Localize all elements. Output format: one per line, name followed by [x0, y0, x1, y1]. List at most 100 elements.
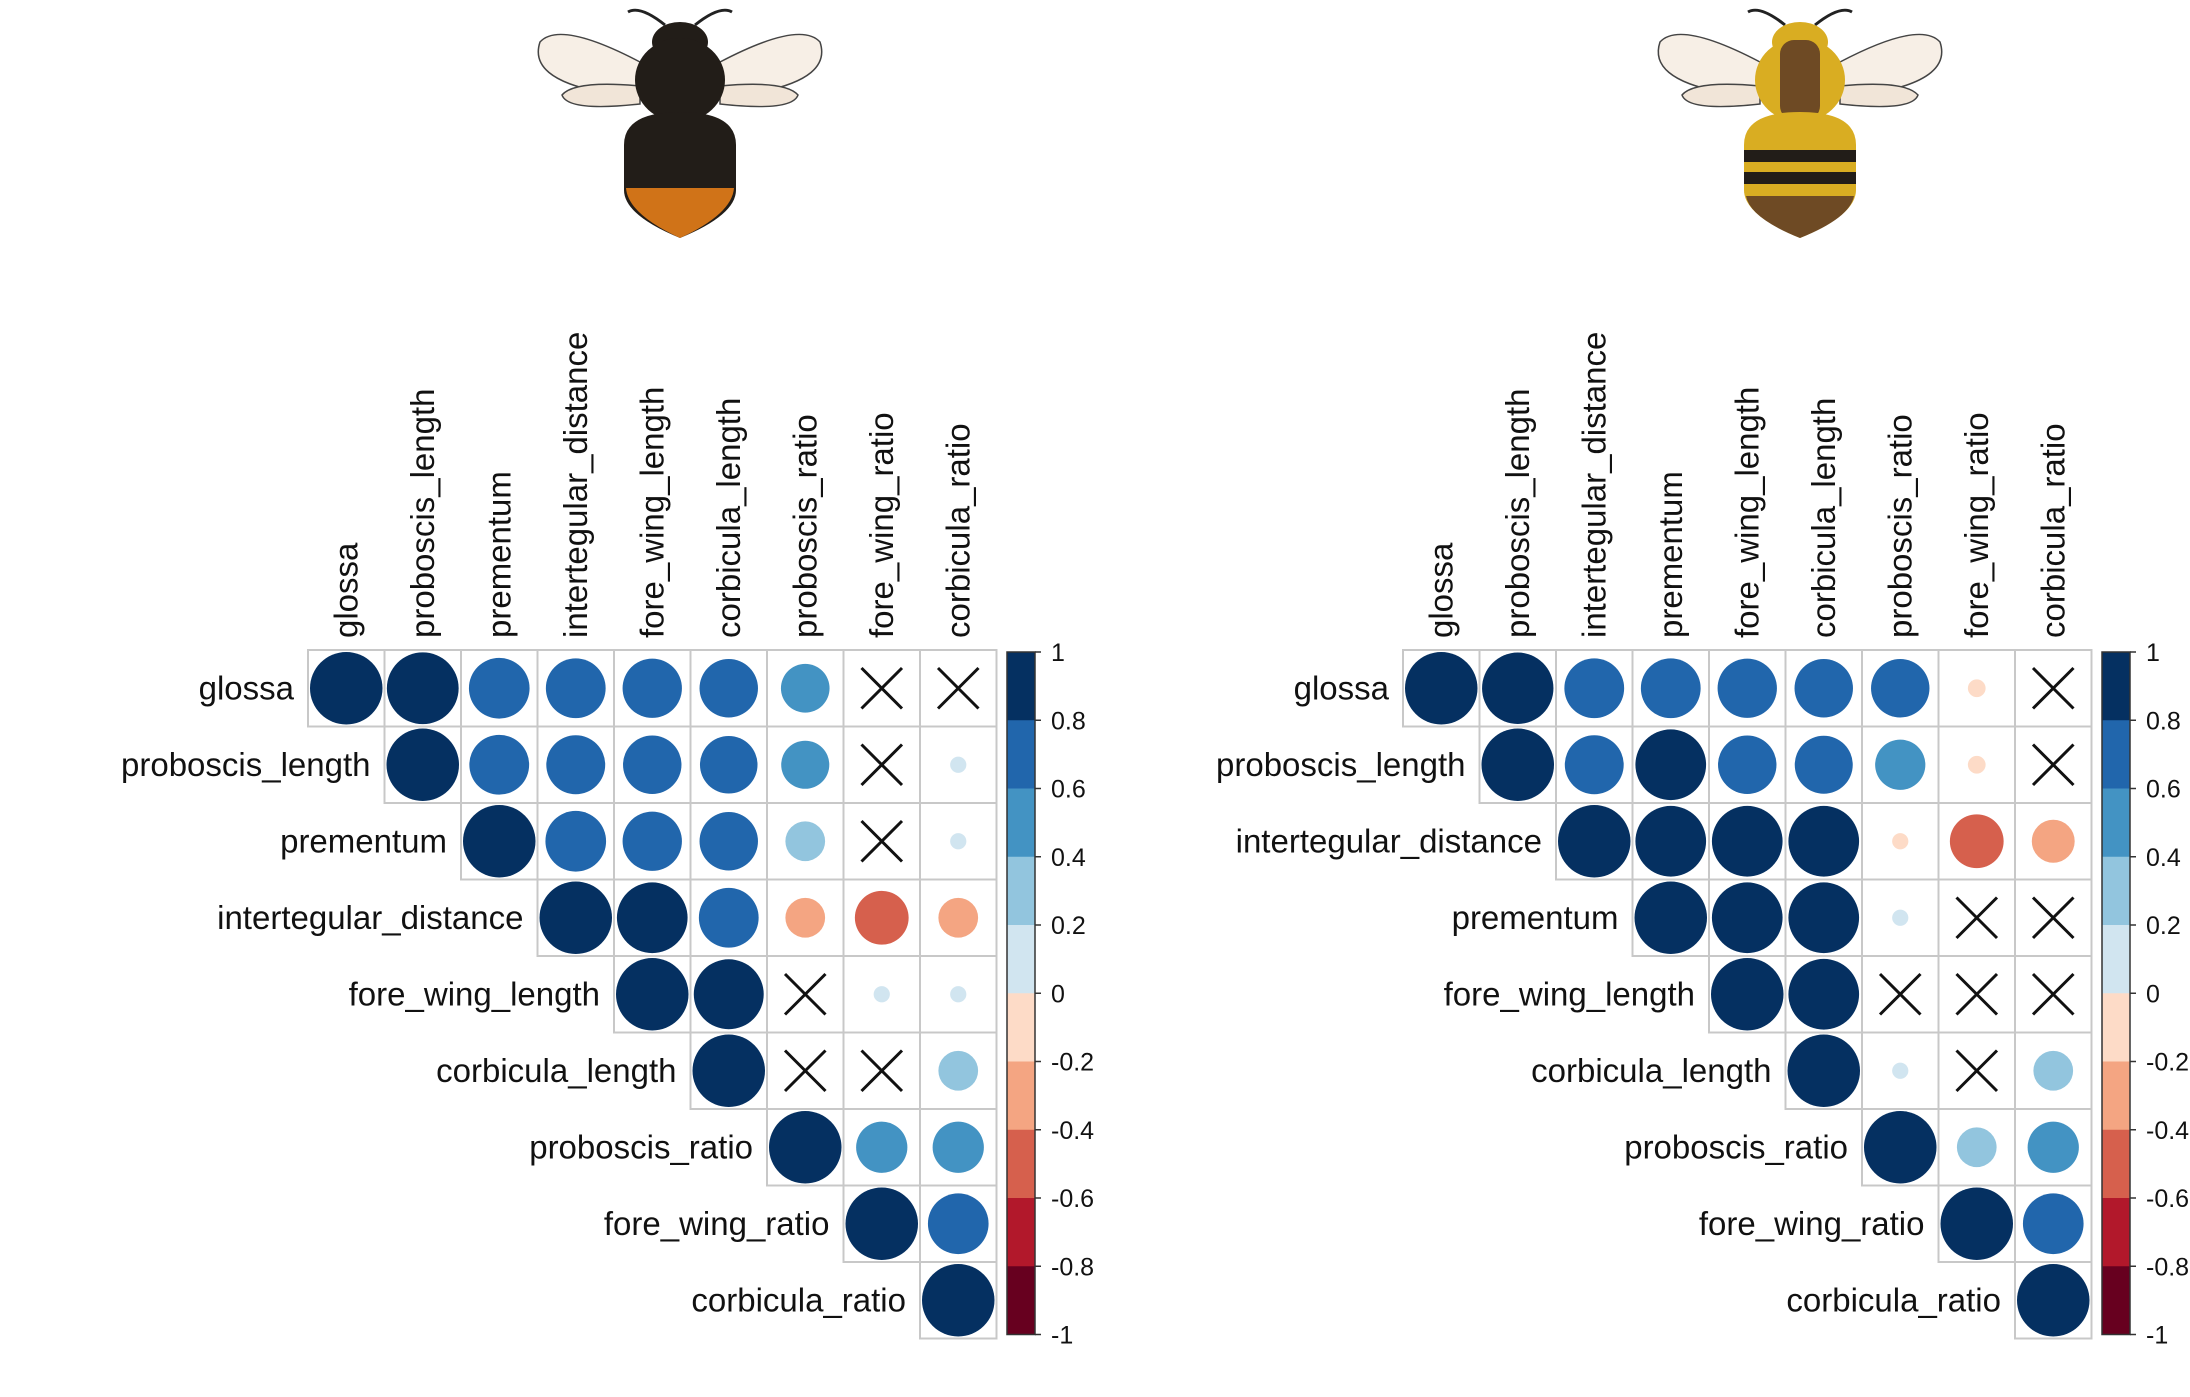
- column-label: proboscis_length: [1499, 389, 1536, 639]
- colorbar-segment: [2102, 652, 2130, 721]
- colorbar-tick-label: 0.2: [1051, 912, 1086, 940]
- row-label: proboscis_ratio: [1624, 1128, 1848, 1165]
- colorbar-tick-label: 0.4: [1051, 844, 1086, 872]
- colorbar-segment: [2102, 993, 2130, 1062]
- correlation-circle: [622, 658, 682, 718]
- column-label: fore_wing_length: [1728, 387, 1765, 638]
- correlation-circle: [950, 986, 967, 1003]
- colorbar-tick-label: 0.6: [1051, 776, 1086, 804]
- correlation-circle: [622, 811, 682, 871]
- correlation-circle: [1564, 735, 1624, 795]
- row-label: corbicula_ratio: [1786, 1281, 2001, 1318]
- column-label: intertegular_distance: [557, 332, 594, 638]
- correlation-circle: [1634, 881, 1707, 954]
- colorbar-segment: [1007, 1061, 1035, 1131]
- grid-cell: [2014, 725, 2093, 804]
- colorbar-tick-label: 0.4: [2146, 844, 2181, 872]
- colorbar-tick-label: -0.2: [2146, 1049, 2189, 1077]
- correlation-circle: [545, 810, 607, 872]
- colorbar-tick-label: -0.2: [1051, 1049, 1094, 1077]
- column-label: corbicula_ratio: [939, 423, 976, 638]
- correlation-circle: [1640, 658, 1701, 719]
- correlation-circle: [1787, 1034, 1860, 1107]
- correlation-circle: [1794, 735, 1853, 794]
- correlation-circle: [386, 728, 459, 801]
- row-label: prementum: [1452, 899, 1619, 936]
- correlation-circle: [1875, 739, 1926, 790]
- column-label: glossa: [327, 542, 364, 638]
- correlation-circle: [1717, 658, 1777, 718]
- correlation-circle: [1788, 958, 1860, 1030]
- correlation-circle: [1864, 1111, 1937, 1184]
- bumblebee-dark-illustration: [525, 0, 825, 250]
- colorbar-tick-label: -1: [2146, 1322, 2168, 1350]
- correlation-circle: [1871, 659, 1930, 718]
- correlation-circle: [693, 959, 764, 1030]
- grid-cell: [2014, 1031, 2093, 1110]
- colorbar-segment: [2102, 1198, 2130, 1267]
- colorbar-tick-label: -1: [1051, 1322, 1073, 1350]
- correlation-circle: [545, 658, 606, 719]
- correlation-circle: [922, 1264, 995, 1337]
- colorbar-tick-label: 1: [1051, 639, 1065, 667]
- colorbar-tick-label: -0.8: [1051, 1253, 1094, 1281]
- correlation-circle: [781, 740, 830, 789]
- colorbar-tick-label: 0.8: [2146, 707, 2181, 735]
- correlation-circle: [1405, 652, 1478, 725]
- correlation-circle: [1949, 814, 2004, 869]
- correlation-circle: [2033, 1050, 2074, 1091]
- correlation-circle: [1956, 1127, 1997, 1168]
- colorbar-segment: [1007, 652, 1035, 721]
- colorbar-tick-label: 0: [2146, 980, 2160, 1008]
- colorbar-segment: [1007, 1266, 1035, 1335]
- correlation-circle: [854, 890, 909, 945]
- correlation-circle: [699, 735, 758, 794]
- insignificant-cross-mark: [2031, 972, 2075, 1016]
- correlation-circle: [698, 887, 759, 948]
- column-label: fore_wing_length: [633, 387, 670, 638]
- column-label: corbicula_length: [710, 398, 747, 638]
- correlation-plot-left: glossa proboscis_length prementum intertegu…: [121, 332, 1094, 1350]
- column-label: proboscis_ratio: [1881, 414, 1918, 638]
- correlation-circle: [1967, 755, 1986, 774]
- correlation-circle: [2031, 819, 2075, 863]
- correlation-circle: [845, 1187, 918, 1260]
- colorbar-segment: [1007, 856, 1035, 926]
- correlation-circle: [616, 882, 688, 954]
- colorbar-segment: [2102, 856, 2130, 926]
- colorbar-tick-label: 0: [1051, 980, 1065, 1008]
- row-label: fore_wing_length: [349, 975, 600, 1012]
- insignificant-cross-mark: [783, 972, 827, 1016]
- row-label: fore_wing_ratio: [1699, 1205, 1925, 1242]
- correlation-circle: [938, 1050, 979, 1091]
- column-label: proboscis_ratio: [786, 414, 823, 638]
- insignificant-cross-mark: [1955, 972, 1999, 1016]
- colorbar-segment: [2102, 925, 2130, 994]
- colorbar-tick-label: -0.6: [2146, 1185, 2189, 1213]
- row-label: intertegular_distance: [1236, 822, 1542, 859]
- colorbar-tick-label: 0.6: [2146, 776, 2181, 804]
- row-label: corbicula_length: [1531, 1052, 1771, 1089]
- correlation-circle: [1892, 1062, 1909, 1079]
- column-label: prementum: [480, 471, 517, 638]
- colorbar-tick-label: 0.8: [1051, 707, 1086, 735]
- column-label: intertegular_distance: [1575, 332, 1612, 638]
- insignificant-cross-mark: [1955, 896, 1999, 940]
- correlation-circle: [1635, 805, 1707, 877]
- correlation-circle: [780, 663, 830, 713]
- correlation-circle: [2017, 1264, 2090, 1337]
- correlation-circle: [785, 897, 826, 938]
- correlation-circle: [1788, 805, 1860, 877]
- correlation-circle: [699, 812, 758, 871]
- correlation-circle: [469, 734, 530, 795]
- correlation-circle: [463, 805, 536, 878]
- correlation-circle: [1564, 658, 1625, 719]
- column-label: glossa: [1422, 542, 1459, 638]
- correlation-circle: [785, 821, 826, 862]
- colorbar-segment: [2102, 1266, 2130, 1335]
- colorbar-segment: [1007, 1198, 1035, 1267]
- correlation-circle: [950, 833, 967, 850]
- correlation-circle: [1940, 1187, 2013, 1260]
- correlation-circle: [1635, 729, 1707, 801]
